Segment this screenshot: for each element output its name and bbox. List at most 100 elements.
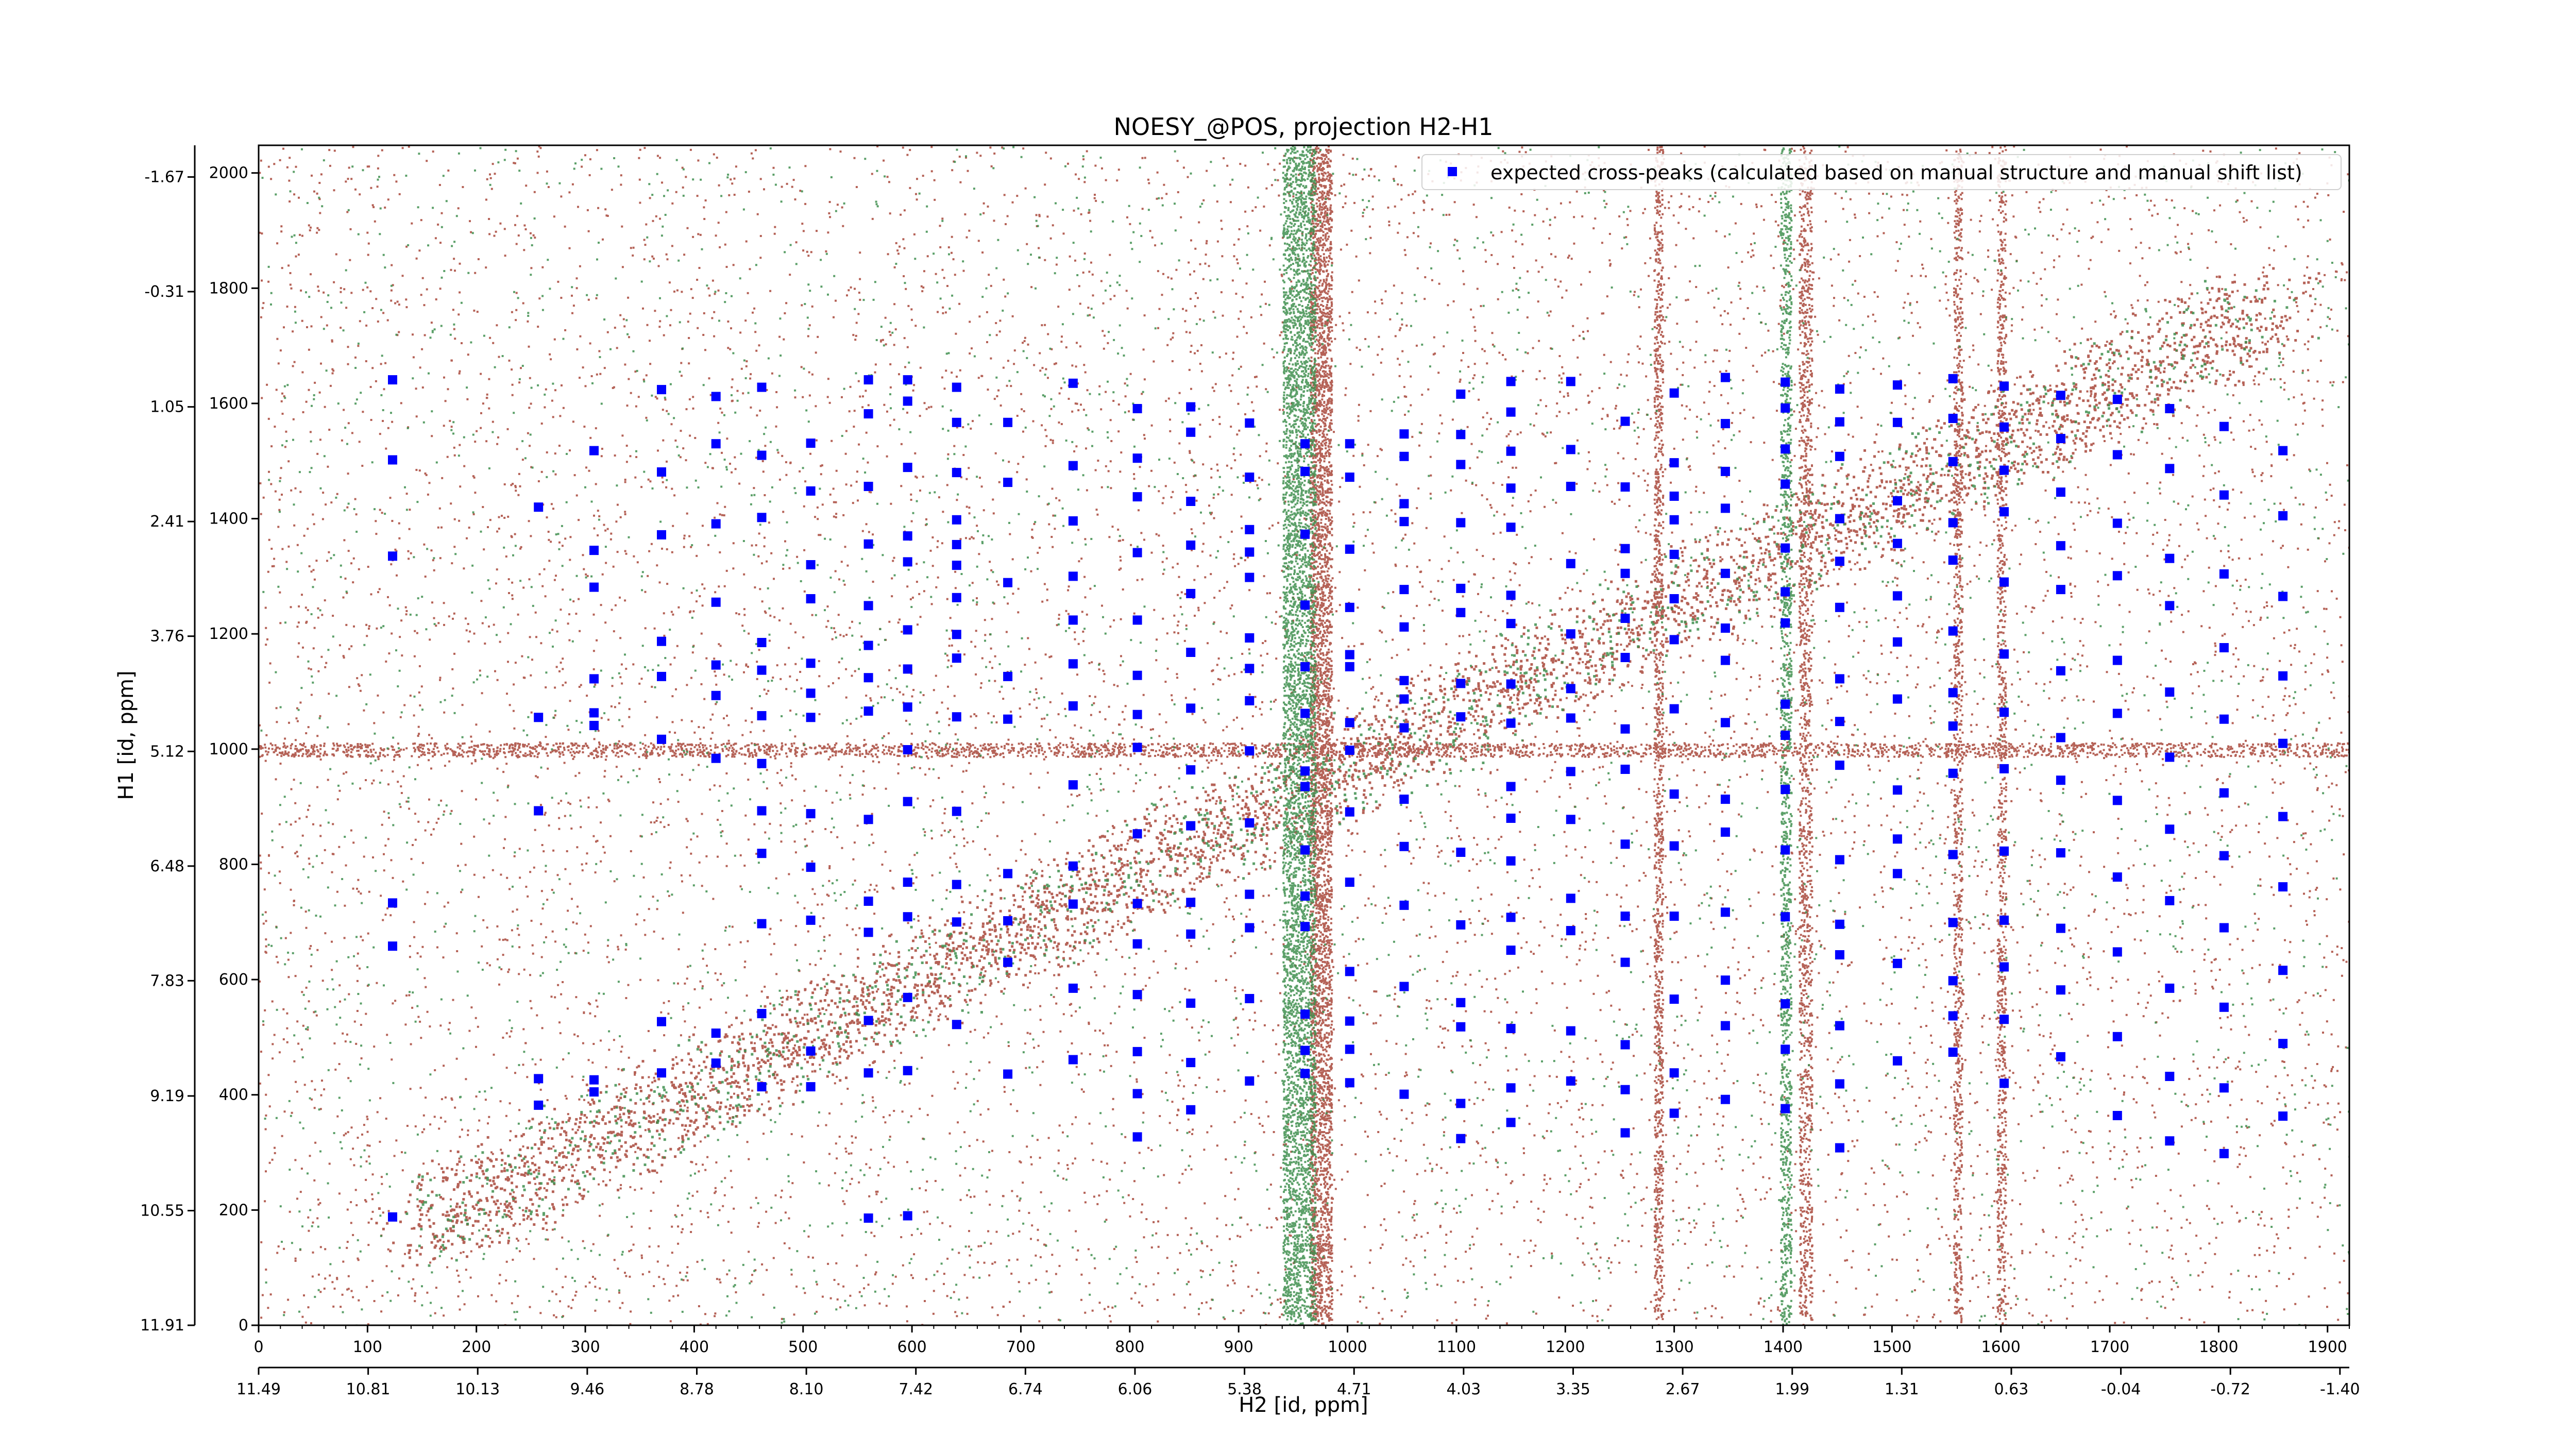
x-secondary-tick-label: -0.72: [2210, 1380, 2250, 1398]
expected-cross-peak: [1245, 994, 1254, 1003]
expected-cross-peak: [711, 439, 721, 448]
expected-cross-peak: [1781, 587, 1790, 597]
expected-cross-peak: [1893, 637, 1902, 647]
x-secondary-tick-label: 6.06: [1118, 1380, 1153, 1398]
y-tick-label: 0: [239, 1317, 248, 1335]
expected-cross-peak: [1506, 447, 1516, 456]
expected-cross-peak: [1456, 848, 1465, 857]
x-tick-label: 700: [1006, 1338, 1036, 1356]
expected-cross-peak: [1300, 530, 1310, 539]
expected-cross-peak: [1670, 492, 1679, 501]
expected-cross-peak: [1456, 1134, 1465, 1143]
expected-cross-peak: [1948, 457, 1958, 466]
expected-cross-peak: [2219, 1149, 2229, 1158]
expected-cross-peak: [2278, 1039, 2287, 1048]
expected-cross-peak: [1721, 828, 1730, 837]
expected-cross-peak: [1948, 518, 1958, 527]
expected-cross-peak: [1186, 703, 1195, 713]
x-secondary-tick-label: 10.81: [346, 1380, 391, 1398]
expected-cross-peak: [1399, 695, 1409, 704]
expected-cross-peak: [1948, 1011, 1958, 1021]
expected-cross-peak: [1781, 700, 1790, 709]
expected-cross-peak: [1893, 959, 1902, 968]
expected-cross-peak: [1721, 907, 1730, 917]
expected-cross-peak: [2056, 434, 2065, 443]
expected-cross-peak: [1345, 718, 1354, 727]
expected-cross-peak: [1300, 766, 1310, 775]
expected-cross-peak: [1621, 1128, 1630, 1138]
y-tick-label: 1000: [209, 740, 248, 758]
x-secondary-tick-label: -1.40: [2320, 1380, 2360, 1398]
expected-cross-peak: [1456, 712, 1465, 721]
expected-cross-peak: [1133, 548, 1142, 558]
expected-cross-peak: [757, 849, 767, 858]
expected-cross-peak: [1456, 460, 1465, 469]
expected-cross-peak: [864, 897, 873, 906]
expected-cross-peak: [1621, 569, 1630, 578]
expected-cross-peak: [1345, 1078, 1354, 1087]
x-secondary-tick-label: -0.04: [2101, 1380, 2141, 1398]
expected-cross-peak: [1999, 578, 2009, 587]
expected-cross-peak: [903, 878, 912, 887]
expected-cross-peak: [1186, 1105, 1195, 1115]
expected-cross-peak: [864, 482, 873, 491]
expected-cross-peak: [534, 502, 543, 512]
expected-cross-peak: [2219, 788, 2229, 798]
expected-cross-peak: [2165, 896, 2174, 905]
expected-cross-peak: [1399, 585, 1409, 594]
expected-cross-peak: [1781, 403, 1790, 413]
expected-cross-peak: [1781, 544, 1790, 553]
expected-cross-peak: [1835, 761, 1844, 770]
expected-cross-peak: [1781, 999, 1790, 1008]
expected-cross-peak: [1999, 381, 2009, 391]
y-tick-label: 800: [219, 855, 248, 873]
x-secondary-tick-label: 9.46: [570, 1380, 604, 1398]
expected-cross-peak: [1245, 573, 1254, 582]
expected-cross-peak: [1003, 958, 1012, 967]
expected-cross-peak: [2056, 985, 2065, 994]
expected-cross-peak: [2056, 391, 2065, 400]
plot-background: [259, 145, 2349, 1325]
expected-cross-peak: [1399, 795, 1409, 804]
expected-cross-peak: [657, 1017, 666, 1026]
expected-cross-peak: [589, 674, 599, 683]
expected-cross-peak: [711, 661, 721, 670]
expected-cross-peak: [1300, 1069, 1310, 1078]
expected-cross-peak: [806, 1047, 816, 1056]
expected-cross-peak: [1456, 998, 1465, 1007]
expected-cross-peak: [1186, 999, 1195, 1008]
expected-cross-peak: [1456, 679, 1465, 688]
expected-cross-peak: [1245, 473, 1254, 482]
expected-cross-peak: [2113, 872, 2122, 882]
x-secondary-tick-label: 8.10: [789, 1380, 824, 1398]
expected-cross-peak: [2278, 882, 2287, 891]
x-tick-label: 1700: [2090, 1338, 2129, 1356]
expected-cross-peak: [589, 721, 599, 730]
expected-cross-peak: [1003, 1070, 1012, 1079]
expected-cross-peak: [952, 1020, 961, 1029]
expected-cross-peak: [1835, 717, 1844, 726]
expected-cross-peak: [711, 691, 721, 700]
expected-cross-peak: [1721, 503, 1730, 513]
expected-cross-peak: [1721, 419, 1730, 428]
expected-cross-peak: [1721, 623, 1730, 633]
expected-cross-peak: [1948, 414, 1958, 423]
expected-cross-peak: [1566, 926, 1575, 935]
expected-cross-peak: [657, 530, 666, 539]
expected-cross-peak: [903, 664, 912, 673]
expected-cross-peak: [1133, 453, 1142, 463]
y-secondary-tick-label: 2.41: [150, 513, 184, 531]
expected-cross-peak: [952, 917, 961, 926]
expected-cross-peak: [1621, 912, 1630, 921]
expected-cross-peak: [1345, 1044, 1354, 1054]
expected-cross-peak: [1186, 497, 1195, 506]
expected-cross-peak: [1186, 898, 1195, 907]
expected-cross-peak: [903, 1211, 912, 1221]
expected-cross-peak: [806, 594, 816, 603]
y-tick-label: 200: [219, 1201, 248, 1219]
expected-cross-peak: [1670, 594, 1679, 603]
expected-cross-peak: [1948, 374, 1958, 383]
expected-cross-peak: [1506, 408, 1516, 417]
expected-cross-peak: [1069, 701, 1078, 711]
expected-cross-peak: [1186, 648, 1195, 657]
